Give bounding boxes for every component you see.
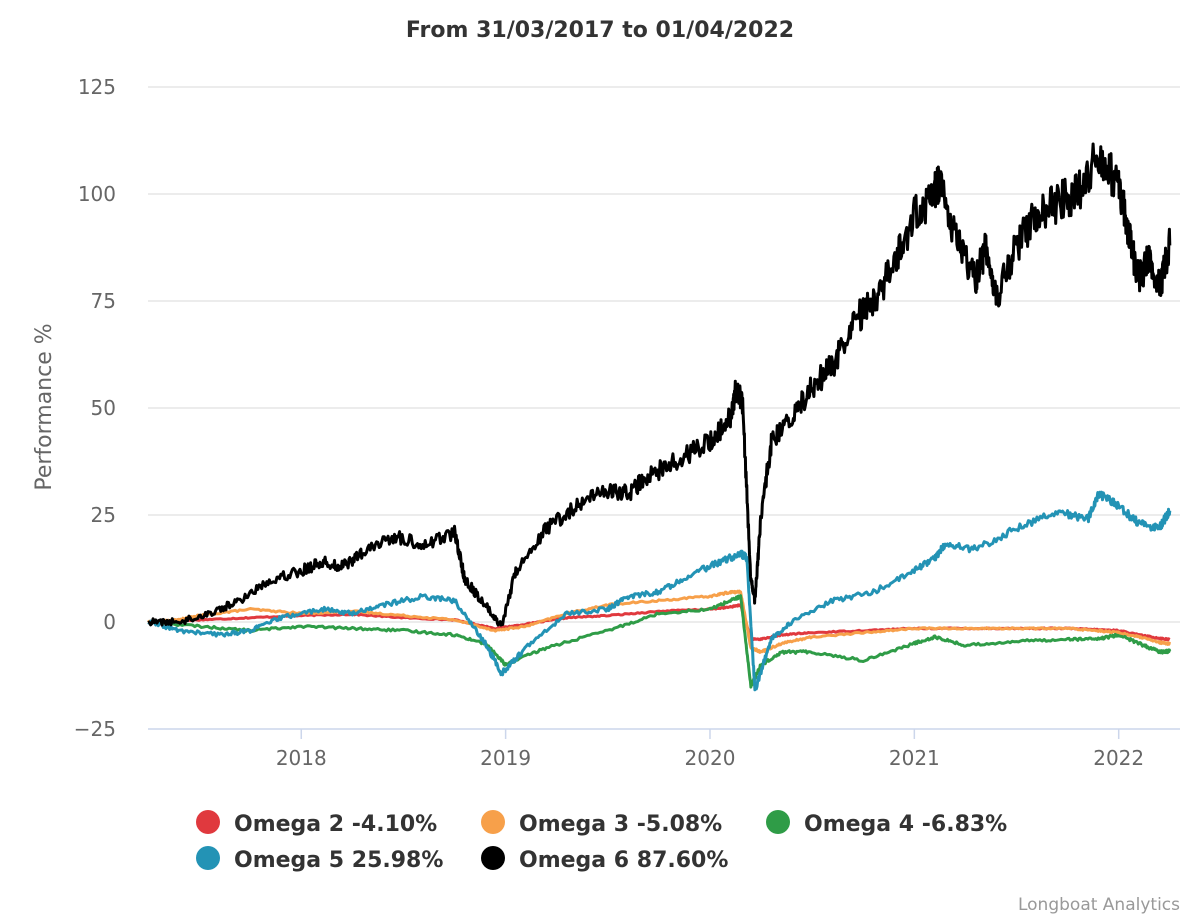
y-tick-label: 75 bbox=[91, 289, 116, 313]
series-line-5 bbox=[147, 490, 1172, 692]
legend-label: Omega 2 -4.10% bbox=[234, 812, 437, 837]
grid-lines bbox=[148, 86, 1180, 730]
x-tick-label: 2018 bbox=[276, 746, 327, 770]
legend-swatch bbox=[196, 846, 220, 870]
y-axis-label: Performance % bbox=[32, 323, 57, 490]
series-lines bbox=[147, 142, 1172, 692]
series-line-6 bbox=[147, 142, 1172, 627]
y-tick-label: 50 bbox=[91, 396, 116, 420]
x-axis-ticks: 2018 2019 2020 2021 2022 bbox=[276, 729, 1144, 770]
y-tick-label: 25 bbox=[91, 503, 116, 527]
legend-swatch bbox=[766, 810, 790, 834]
legend-label: Omega 6 87.60% bbox=[519, 848, 728, 873]
y-axis-ticks: 125 100 75 50 25 0 −25 bbox=[74, 75, 116, 741]
legend-swatch bbox=[481, 810, 505, 834]
y-tick-label: −25 bbox=[74, 717, 116, 741]
legend-item[interactable]: Omega 5 25.98% bbox=[196, 846, 443, 873]
y-tick-label: 125 bbox=[78, 75, 116, 99]
x-tick-label: 2022 bbox=[1093, 746, 1144, 770]
legend-label: Omega 3 -5.08% bbox=[519, 812, 722, 837]
legend-item[interactable]: Omega 4 -6.83% bbox=[766, 810, 1007, 837]
chart-title: From 31/03/2017 to 01/04/2022 bbox=[406, 18, 794, 43]
x-tick-label: 2021 bbox=[889, 746, 940, 770]
legend-item[interactable]: Omega 3 -5.08% bbox=[481, 810, 722, 837]
credit-text: Longboat Analytics bbox=[1018, 895, 1180, 915]
legend-swatch bbox=[196, 810, 220, 834]
x-tick-label: 2020 bbox=[685, 746, 736, 770]
legend-swatch bbox=[481, 846, 505, 870]
legend-label: Omega 5 25.98% bbox=[234, 848, 443, 873]
x-tick-label: 2019 bbox=[480, 746, 531, 770]
y-tick-label: 100 bbox=[78, 182, 116, 206]
legend-item[interactable]: Omega 6 87.60% bbox=[481, 846, 728, 873]
series-line-4 bbox=[147, 594, 1172, 689]
y-tick-label: 0 bbox=[103, 610, 116, 634]
legend: Omega 2 -4.10% Omega 3 -5.08% Omega 4 -6.8… bbox=[196, 810, 1007, 873]
legend-item[interactable]: Omega 2 -4.10% bbox=[196, 810, 437, 837]
legend-label: Omega 4 -6.83% bbox=[804, 812, 1007, 837]
